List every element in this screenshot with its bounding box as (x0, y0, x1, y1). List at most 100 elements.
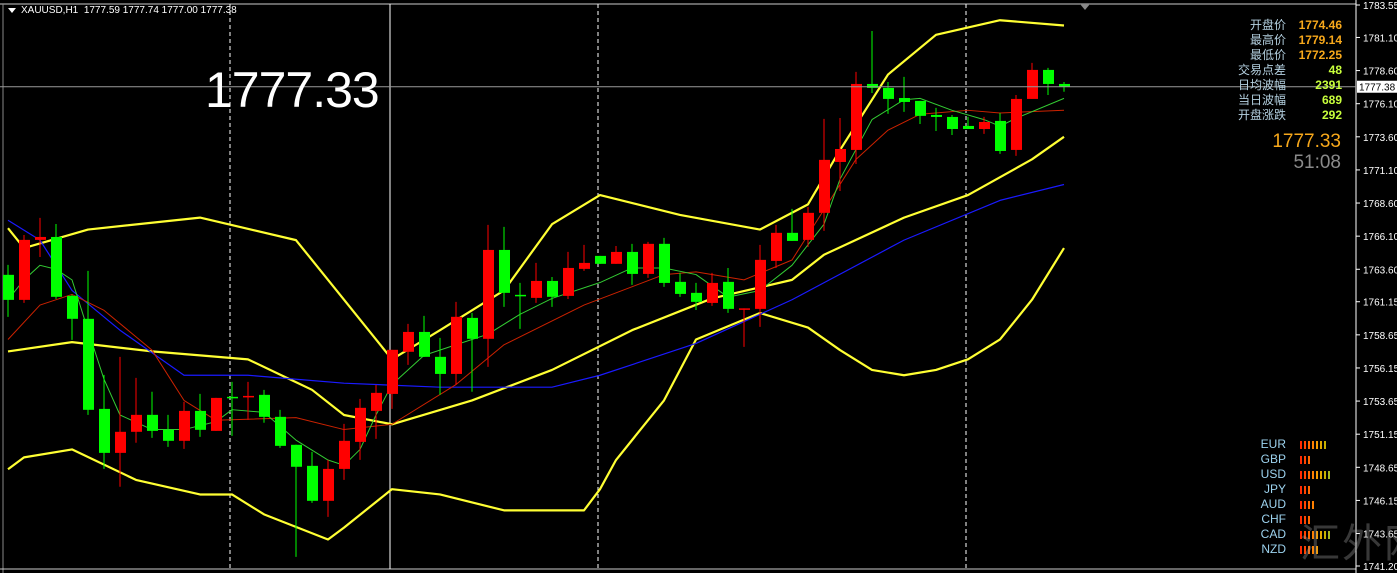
candle-bullish[interactable] (387, 349, 398, 394)
y-tick-label: 1773.60 (1363, 133, 1397, 144)
candle-bullish[interactable] (739, 308, 750, 310)
candle-bullish[interactable] (643, 243, 654, 274)
candle-bearish[interactable] (915, 100, 926, 116)
candle-bearish[interactable] (1059, 83, 1070, 87)
candle-bearish[interactable] (67, 295, 78, 319)
candle-bullish[interactable] (131, 414, 142, 432)
candle-bullish[interactable] (19, 239, 30, 300)
candle-bullish[interactable] (451, 316, 462, 374)
candle-bullish[interactable] (371, 392, 382, 411)
currency-strength-panel: EUR GBP USD JPY AUD CHF CAD NZD (1230, 437, 1330, 557)
candle-bearish[interactable] (51, 236, 62, 297)
strength-bar (1308, 440, 1310, 449)
y-tick-label: 1766.10 (1363, 232, 1397, 243)
candle-bearish[interactable] (883, 87, 894, 99)
y-tick-label: 1768.60 (1363, 199, 1397, 210)
candle-bearish[interactable] (499, 249, 510, 293)
candle-bearish[interactable] (899, 97, 910, 102)
candle-bearish[interactable] (995, 120, 1006, 151)
candle-bearish[interactable] (275, 416, 286, 446)
candle-bullish[interactable] (851, 83, 862, 150)
candle-bullish[interactable] (403, 331, 414, 352)
candle-bearish[interactable] (931, 114, 942, 117)
candle-bullish[interactable] (179, 410, 190, 441)
strength-bar (1312, 440, 1314, 449)
candle-bearish[interactable] (291, 444, 302, 467)
candle-bearish[interactable] (147, 414, 158, 431)
candle-bearish[interactable] (467, 317, 478, 339)
candle-bearish[interactable] (787, 232, 798, 241)
candle-bearish[interactable] (227, 396, 238, 399)
candle-bearish[interactable] (3, 274, 14, 300)
candle-bearish[interactable] (627, 251, 638, 274)
candle-bearish[interactable] (867, 83, 878, 88)
info-row: 最低价 1772.25 (1200, 48, 1342, 63)
candle-bullish[interactable] (755, 259, 766, 309)
candle-bearish[interactable] (83, 318, 94, 410)
strength-bar (1324, 440, 1326, 449)
candle-bullish[interactable] (563, 267, 574, 296)
candle-bearish[interactable] (307, 465, 318, 501)
candle-bullish[interactable] (803, 212, 814, 240)
live-price: 1777.33 (1272, 131, 1341, 152)
candle-bearish[interactable] (195, 410, 206, 430)
strength-bars (1300, 470, 1330, 479)
candle-bullish[interactable] (243, 395, 254, 398)
candle-bearish[interactable] (259, 394, 270, 417)
bollinger-middle-line (7, 135, 1065, 426)
candle-bearish[interactable] (723, 281, 734, 309)
info-value: 689 (1321, 93, 1342, 107)
candle-bearish[interactable] (691, 292, 702, 302)
candle-bullish[interactable] (1011, 98, 1022, 150)
candle-bullish[interactable] (531, 280, 542, 298)
candle-bullish[interactable] (835, 148, 846, 162)
candle-bullish[interactable] (1027, 69, 1038, 99)
strength-bar (1300, 470, 1302, 479)
candle-bearish[interactable] (963, 125, 974, 129)
currency-row: AUD (1230, 497, 1330, 512)
info-value: 1774.46 (1298, 18, 1342, 32)
candle-bearish[interactable] (947, 116, 958, 129)
strength-bar (1320, 470, 1322, 479)
strength-bar (1300, 530, 1302, 539)
candle-bullish[interactable] (819, 159, 830, 213)
candle-bullish[interactable] (771, 232, 782, 261)
candle-bullish[interactable] (483, 249, 494, 339)
candle-bearish[interactable] (595, 255, 606, 264)
candle-bullish[interactable] (211, 397, 222, 431)
candle-bearish[interactable] (163, 429, 174, 441)
candle-bullish[interactable] (355, 407, 366, 442)
strength-bars (1300, 530, 1330, 539)
candle-bearish[interactable] (515, 294, 526, 297)
strength-bar (1308, 455, 1310, 464)
candle-bullish[interactable] (707, 282, 718, 303)
candle-bearish[interactable] (1043, 69, 1054, 84)
currency-row: CHF (1230, 512, 1330, 527)
candle-bullish[interactable] (611, 251, 622, 264)
dropdown-triangle-icon[interactable] (8, 7, 16, 13)
candle-bullish[interactable] (579, 262, 590, 269)
chart-shift-marker-icon[interactable] (1080, 4, 1090, 10)
candle-bullish[interactable] (339, 440, 350, 469)
candle-bullish[interactable] (115, 431, 126, 453)
info-label: 最高价 (1249, 33, 1286, 47)
strength-bars (1300, 485, 1310, 494)
candle-bearish[interactable] (547, 280, 558, 297)
candle-bullish[interactable] (979, 121, 990, 129)
candle-bearish[interactable] (659, 243, 670, 283)
strength-bar (1300, 440, 1302, 449)
candle-bullish[interactable] (35, 236, 46, 240)
currency-label: AUD (1260, 497, 1286, 511)
ohlc-readout: 1777.59 1777.74 1777.00 1777.38 (83, 5, 237, 16)
candle-bearish[interactable] (435, 356, 446, 374)
chart-header: XAUUSD,H1 1777.59 1777.74 1777.00 1777.3… (8, 5, 237, 17)
strength-bar (1304, 530, 1306, 539)
big-price-display: 1777.33 (205, 62, 380, 118)
candle-bullish[interactable] (323, 468, 334, 501)
currency-label: EUR (1260, 437, 1286, 451)
candle-bearish[interactable] (419, 331, 430, 357)
candle-bearish[interactable] (675, 281, 686, 294)
candle-bearish[interactable] (99, 408, 110, 453)
